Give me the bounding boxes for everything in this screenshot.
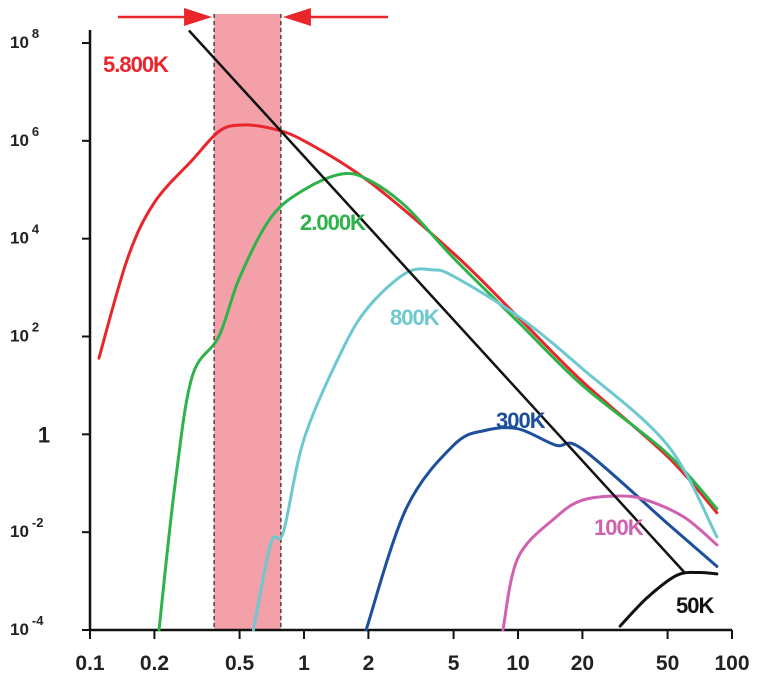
left-arrow-head <box>184 8 213 26</box>
series-label: 2.000K <box>300 210 366 235</box>
series-label: 50K <box>676 593 714 618</box>
y-tick-label: 10 6 <box>10 124 39 150</box>
series-line <box>97 123 719 515</box>
x-tick-label: 10 <box>506 652 529 675</box>
x-tick-label: 0.1 <box>75 652 105 675</box>
series-lines <box>97 123 719 632</box>
series-line <box>364 426 719 632</box>
x-tick-label: 20 <box>571 652 594 675</box>
series-label: 5.800K <box>103 52 169 77</box>
y-tick-label: 10 -2 <box>10 515 43 541</box>
y-tick-label: 1 <box>38 422 50 447</box>
x-tick-label: 0.5 <box>225 652 255 675</box>
series-label: 800K <box>390 305 440 330</box>
labels: 0.1 0.2 0.5 1 2 5 10 20 50 100 10 8 10 6 10 4 10 2 1 10 -2 10… <box>10 26 750 675</box>
series-label: 100K <box>594 515 644 540</box>
y-tick-label: 10 4 <box>10 222 40 248</box>
series-label: 300K <box>496 408 546 433</box>
y-tick-label: 10 2 <box>10 320 39 346</box>
series-line <box>157 171 719 632</box>
y-tick-exponent: 6 <box>32 124 39 139</box>
x-tick-label: 0.2 <box>140 652 169 675</box>
x-tick-label: 2 <box>363 652 375 675</box>
y-tick-exponent: 4 <box>32 222 40 237</box>
y-tick-label: 10 8 <box>10 26 39 52</box>
y-tick-exponent: 2 <box>32 320 39 335</box>
band-arrows <box>118 8 388 26</box>
x-tick-label: 50 <box>656 652 679 675</box>
right-arrow-head <box>282 8 311 26</box>
x-tick-label: 5 <box>448 652 460 675</box>
y-tick-label: 10 -4 <box>10 613 44 639</box>
y-tick-exponent: 8 <box>32 26 39 41</box>
series-line <box>618 570 719 628</box>
y-tick-exponent: -2 <box>32 515 44 530</box>
series-line <box>251 267 719 632</box>
peak-wavelength-line <box>188 29 686 574</box>
x-tick-label: 100 <box>714 652 749 675</box>
x-tick-label: 1 <box>298 652 310 675</box>
series-line <box>501 494 719 632</box>
axes <box>82 30 733 639</box>
y-tick-exponent: -4 <box>32 613 44 628</box>
peak-line-layer <box>188 29 686 574</box>
